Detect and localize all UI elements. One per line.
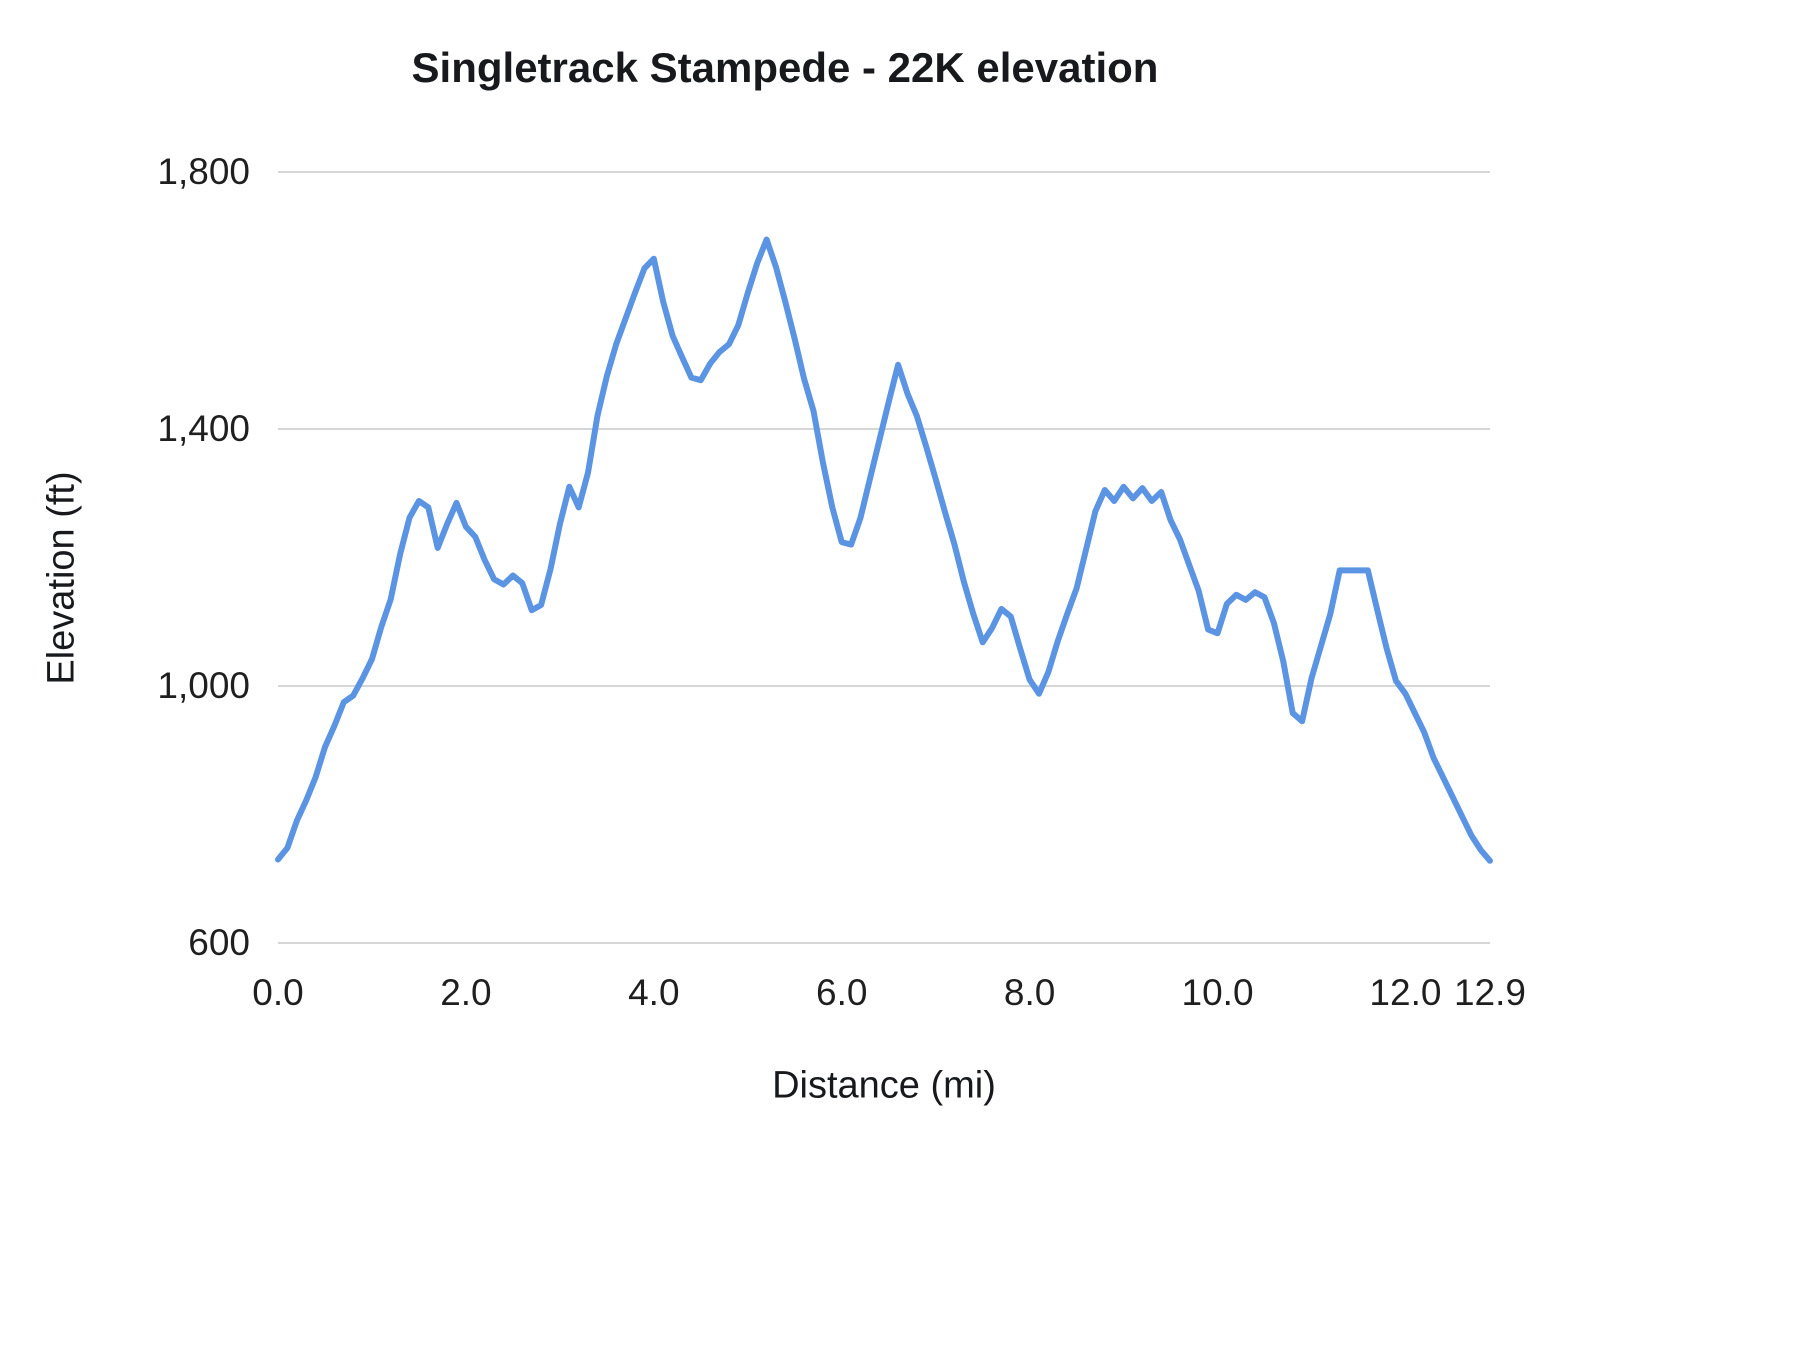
x-tick-label: 0.0	[252, 972, 304, 1013]
y-axis-title: Elevation (ft)	[40, 471, 83, 685]
y-tick-label: 1,800	[157, 151, 250, 192]
x-tick-label: 12.9	[1453, 972, 1526, 1013]
x-tick-label: 4.0	[628, 972, 680, 1013]
x-tick-label: 6.0	[816, 972, 868, 1013]
x-axis-title: Distance (mi)	[772, 1064, 996, 1107]
y-tick-label: 1,000	[157, 665, 250, 706]
x-tick-label: 2.0	[440, 972, 492, 1013]
x-tick-label: 12.0	[1369, 972, 1442, 1013]
y-tick-label: 1,400	[157, 408, 250, 449]
elevation-line	[275, 236, 1493, 864]
y-tick-label: 600	[188, 922, 250, 963]
chart-title: Singletrack Stampede - 22K elevation	[411, 44, 1159, 91]
x-tick-label: 8.0	[1003, 972, 1056, 1013]
x-tick-label: 10.0	[1181, 972, 1254, 1013]
